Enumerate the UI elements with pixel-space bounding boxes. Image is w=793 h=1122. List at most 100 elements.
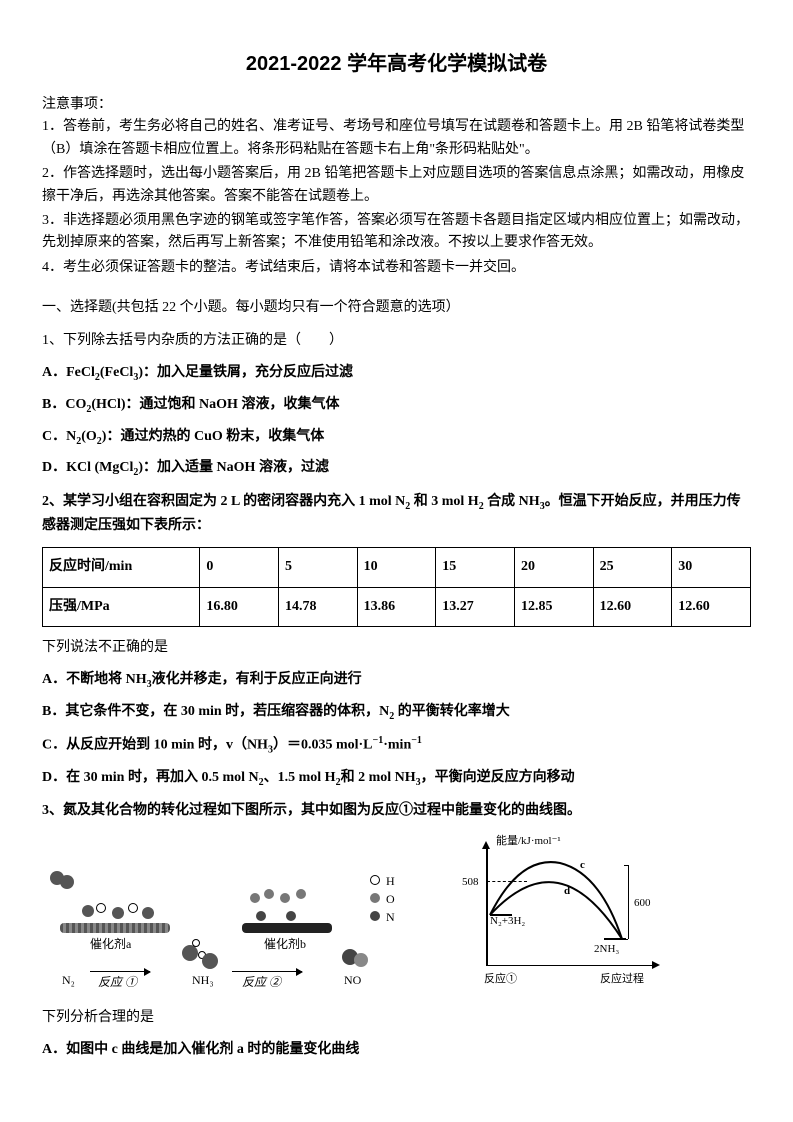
energy-curve-figure: 能量/kJ·mol⁻¹ 508 600 c d N₂+3H₂ 2NH₃ 反应① … (440, 833, 670, 993)
molecule-icon (354, 953, 368, 967)
nh3-label: NH₃ (192, 971, 214, 990)
no-label: NO (344, 971, 361, 990)
curve-c-label: c (580, 857, 585, 875)
text: 的平衡转化率增大 (394, 704, 510, 719)
x-left-label: 反应① (484, 971, 517, 989)
text: C．N (42, 429, 76, 444)
table-cell: 12.60 (672, 587, 751, 626)
table-cell: 10 (357, 548, 436, 587)
molecule-icon (96, 903, 106, 913)
molecule-icon (142, 907, 154, 919)
row-label: 压强/MPa (43, 587, 200, 626)
option-c: C．从反应开始到 10 min 时，v（NH3）＝0.035 mol·L−1·m… (42, 733, 751, 758)
table-row: 压强/MPa 16.80 14.78 13.86 13.27 12.85 12.… (43, 587, 751, 626)
reaction-1-label: 反应 ① (98, 973, 137, 992)
legend-n-label: N (386, 908, 395, 927)
text: 液化并移走，有利于反应正向进行 (152, 672, 362, 687)
text: C．从反应开始到 10 min 时，v（NH (42, 738, 268, 753)
question-sub: 下列说法不正确的是 (42, 637, 751, 659)
page-title: 2021-2022 学年高考化学模拟试卷 (42, 48, 751, 80)
text: 和 2 mol NH (341, 770, 416, 785)
text: D．KCl (MgCl (42, 460, 133, 475)
option-d: D．在 30 min 时，再加入 0.5 mol N2、1.5 mol H2和 … (42, 767, 751, 791)
table-cell: 30 (672, 548, 751, 587)
table-cell: 13.86 (357, 587, 436, 626)
legend-o-label: O (386, 890, 395, 909)
molecule-icon (250, 893, 260, 903)
molecule-icon (256, 911, 266, 921)
legend-o-icon (370, 893, 380, 903)
text: 2、某学习小组在容积固定为 2 L 的密闭容器内充入 1 mol N (42, 494, 405, 509)
molecule-icon (182, 945, 198, 961)
molecule-icon (264, 889, 274, 899)
text: ·min (383, 738, 411, 753)
text: )：通过灼热的 CuO 粉末，收集气体 (102, 429, 324, 444)
question-sub: 下列分析合理的是 (42, 1007, 751, 1029)
reaction-scheme-figure: 催化剂a N₂ 反应 ① NH₃ 催化剂b 反应 ② (42, 853, 422, 993)
molecule-icon (82, 905, 94, 917)
catalyst-surface-b (242, 923, 332, 933)
text: A．FeCl (42, 365, 95, 380)
table-cell: 12.60 (593, 587, 672, 626)
figure-row: 催化剂a N₂ 反应 ① NH₃ 催化剂b 反应 ② (42, 833, 751, 993)
table-cell: 16.80 (200, 587, 279, 626)
arrow-icon (90, 971, 150, 972)
table-cell: 15 (436, 548, 515, 587)
text: B．其它条件不变，在 30 min 时，若压缩容器的体积，N (42, 704, 389, 719)
n2-label: N₂ (62, 971, 75, 990)
text: A．不断地将 NH (42, 672, 147, 687)
legend-n-icon (370, 911, 380, 921)
molecule-icon (128, 903, 138, 913)
notice-item: 3．非选择题必须用黑色字迹的钢笔或签字笔作答，答案必须写在答题卡各题目指定区域内… (42, 210, 751, 255)
text: D．在 30 min 时，再加入 0.5 mol N (42, 770, 259, 785)
row-label: 反应时间/min (43, 548, 200, 587)
molecule-icon (280, 893, 290, 903)
arrow-icon (232, 971, 302, 972)
text: ，平衡向逆反应方向移动 (421, 770, 575, 785)
table-cell: 14.78 (278, 587, 357, 626)
legend-h-label: H (386, 872, 395, 891)
energy-curves-svg (440, 833, 670, 993)
table-cell: 20 (514, 548, 593, 587)
catalyst-surface-a (60, 923, 170, 933)
notice-item: 4．考生必须保证答题卡的整洁。考试结束后，请将本试卷和答题卡一并交回。 (42, 257, 751, 279)
catalyst-b-label: 催化剂b (264, 935, 306, 954)
text: (O (81, 429, 97, 444)
molecule-icon (112, 907, 124, 919)
table-cell: 5 (278, 548, 357, 587)
text: (FeCl (100, 365, 133, 380)
notice-item: 2．作答选择题时，选出每小题答案后，用 2B 铅笔把答题卡上对应题目选项的答案信… (42, 163, 751, 208)
question-stem: 3、氮及其化合物的转化过程如下图所示，其中如图为反应①过程中能量变化的曲线图。 (42, 800, 751, 822)
option-a: A．FeCl2(FeCl3)：加入足量铁屑，充分反应后过滤 (42, 362, 751, 386)
notice-heading: 注意事项： (42, 94, 751, 116)
table-row: 反应时间/min 0 5 10 15 20 25 30 (43, 548, 751, 587)
molecule-icon (60, 875, 74, 889)
curve-d-label: d (564, 883, 570, 901)
option-b: B．CO2(HCl)：通过饱和 NaOH 溶液，收集气体 (42, 394, 751, 418)
section-heading: 一、选择题(共包括 22 个小题。每小题均只有一个符合题意的选项） (42, 297, 751, 319)
option-a: A．如图中 c 曲线是加入催化剂 a 时的能量变化曲线 (42, 1039, 751, 1061)
text: 、1.5 mol H (264, 770, 336, 785)
left-species-label: N₂+3H₂ (490, 913, 525, 931)
molecule-icon (286, 911, 296, 921)
molecule-icon (202, 953, 218, 969)
text: )：加入适量 NaOH 溶液，过滤 (138, 460, 329, 475)
x-right-label: 反应过程 (600, 971, 644, 989)
question-stem: 1、下列除去括号内杂质的方法正确的是（ ） (42, 330, 751, 352)
table-cell: 25 (593, 548, 672, 587)
table-cell: 12.85 (514, 587, 593, 626)
table-cell: 13.27 (436, 587, 515, 626)
legend-h-icon (370, 875, 380, 885)
text: ）＝0.035 mol·L (273, 738, 373, 753)
table-cell: 0 (200, 548, 279, 587)
option-b: B．其它条件不变，在 30 min 时，若压缩容器的体积，N2 的平衡转化率增大 (42, 701, 751, 725)
molecule-icon (296, 889, 306, 899)
text: (HCl)：通过饱和 NaOH 溶液，收集气体 (91, 397, 339, 412)
text: 和 3 mol H (414, 494, 479, 509)
data-table: 反应时间/min 0 5 10 15 20 25 30 压强/MPa 16.80… (42, 547, 751, 627)
option-a: A．不断地将 NH3液化并移走，有利于反应正向进行 (42, 669, 751, 693)
reaction-2-label: 反应 ② (242, 973, 281, 992)
text: B．CO (42, 397, 86, 412)
text: 合成 NH (487, 494, 540, 509)
right-species-label: 2NH₃ (594, 941, 619, 959)
